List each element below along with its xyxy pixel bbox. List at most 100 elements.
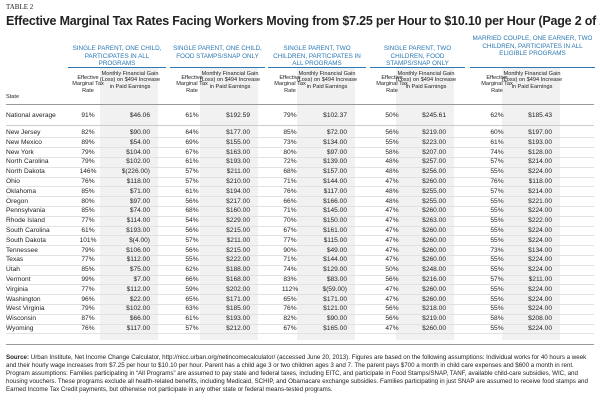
row-rate: 76% — [283, 187, 297, 195]
row-gain: $54.00 — [129, 138, 150, 146]
row-gain: $90.00 — [326, 315, 347, 323]
row-rate: 61% — [185, 315, 199, 323]
row-gain: $121.00 — [323, 305, 347, 313]
row-state: New Jersey — [6, 129, 41, 136]
row-rate: 61% — [81, 227, 95, 234]
row-gain: $71.00 — [129, 187, 150, 195]
row-gain: $224.00 — [528, 256, 552, 264]
row-rate: 67% — [283, 325, 297, 332]
row-gain: $193.00 — [126, 227, 150, 234]
row-rate: 73% — [490, 246, 504, 254]
row-gain: $257.00 — [422, 158, 446, 166]
row-rate: 55% — [490, 168, 504, 176]
row-gain: $224.00 — [528, 168, 552, 176]
row-rate: 85% — [283, 129, 297, 136]
row-rule — [6, 264, 594, 266]
row-rate: 67% — [283, 227, 297, 234]
row-rate: 69% — [185, 138, 199, 146]
row-rate: 56% — [185, 227, 199, 234]
row-gain: $171.00 — [226, 295, 250, 303]
rate-header: Effective Marginal Tax Rate — [274, 75, 306, 94]
row-rate: 47% — [385, 236, 399, 244]
row-rate: 77% — [283, 236, 297, 244]
row-rate: 68% — [185, 207, 199, 215]
row-rate: 68% — [283, 168, 297, 176]
row-rule — [6, 176, 594, 178]
row-rate: 112% — [281, 285, 299, 293]
rate-header: Effective Marginal Tax Rate — [72, 75, 104, 94]
row-state: South Dakota — [6, 236, 46, 244]
row-gain: $166.00 — [323, 197, 347, 205]
row-rate: 79% — [81, 148, 95, 156]
row-gain: $224.00 — [528, 207, 552, 215]
row-rule — [6, 254, 594, 256]
row-rate: 55% — [490, 207, 504, 215]
row-gain: $171.00 — [323, 295, 347, 303]
row-rate: 79% — [81, 305, 95, 313]
row-gain: $260.00 — [422, 178, 446, 185]
row-gain: $185.00 — [226, 305, 250, 313]
row-gain: $145.00 — [323, 207, 347, 215]
row-rate: 57% — [185, 178, 199, 185]
header-rule — [6, 104, 594, 105]
row-rate: 76% — [81, 325, 95, 332]
row-gain: $114.00 — [126, 217, 150, 225]
row-rate: 99% — [81, 276, 95, 283]
row-gain: $129.00 — [323, 266, 347, 274]
row-gain: $49.00 — [326, 246, 347, 254]
row-rate: 82% — [81, 129, 95, 136]
rate-header: Effective Marginal Tax Rate — [376, 75, 408, 94]
row-rate: 57% — [490, 158, 504, 166]
row-gain: $260.00 — [422, 285, 446, 293]
row-gain: $221.00 — [528, 197, 552, 205]
row-gain: $216.00 — [422, 276, 446, 283]
row-state: North Dakota — [6, 168, 45, 176]
row-rate: 83% — [283, 276, 297, 283]
row-gain: $155.00 — [226, 138, 250, 146]
row-gain: $248.00 — [422, 266, 446, 274]
row-gain: $168.00 — [226, 276, 250, 283]
national-average-rate: 91% — [81, 112, 95, 119]
row-rate: 85% — [81, 266, 95, 274]
bottom-rule — [6, 344, 594, 345]
row-rate: 65% — [283, 295, 297, 303]
row-gain: $(4.00) — [129, 236, 150, 244]
row-rate: 55% — [490, 256, 504, 264]
row-gain: $161.00 — [323, 227, 347, 234]
row-rate: 67% — [185, 148, 199, 156]
row-gain: $260.00 — [422, 236, 446, 244]
row-gain: $72.00 — [326, 129, 347, 136]
row-rate: 101% — [79, 236, 97, 244]
row-gain: $214.00 — [528, 158, 552, 166]
row-gain: $224.00 — [528, 325, 552, 332]
gain-header: Monthly Financial Gain (Loss) on $494 In… — [296, 71, 358, 90]
row-gain: $224.00 — [528, 305, 552, 313]
row-state: Oklahoma — [6, 187, 37, 195]
row-rate: 96% — [81, 295, 95, 303]
row-gain: $215.00 — [226, 227, 250, 234]
row-rule — [6, 284, 594, 286]
row-gain: $106.00 — [126, 246, 150, 254]
row-rule — [6, 294, 594, 296]
row-gain: $22.00 — [129, 295, 150, 303]
row-rate: 47% — [385, 227, 399, 234]
row-rate: 48% — [385, 197, 399, 205]
row-gain: $208.00 — [528, 315, 552, 323]
row-gain: $219.00 — [422, 315, 446, 323]
source-text: Urban Institute, Net Income Change Calcu… — [6, 354, 588, 393]
row-rule — [6, 303, 594, 305]
row-gain: $229.00 — [226, 217, 250, 225]
row-rate: 47% — [385, 178, 399, 185]
row-rate: 90% — [283, 246, 297, 254]
row-gain: $160.00 — [226, 207, 250, 215]
row-state: New Mexico — [6, 138, 42, 146]
row-gain: $224.00 — [528, 295, 552, 303]
row-rate: 59% — [185, 285, 199, 293]
row-gain: $66.00 — [129, 315, 150, 323]
row-state: Texas — [6, 256, 24, 264]
row-rate: 56% — [385, 305, 399, 313]
group-rule — [68, 67, 166, 68]
row-gain: $177.00 — [226, 129, 250, 136]
row-rule — [6, 215, 594, 217]
